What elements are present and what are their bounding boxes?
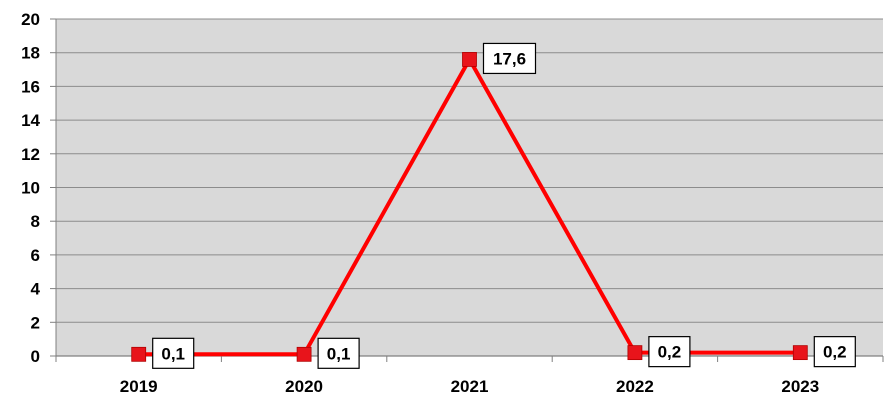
data-label-box: [813, 336, 856, 368]
data-point-marker: [296, 346, 312, 362]
series-markers: [131, 52, 808, 362]
data-label-box: [317, 337, 360, 369]
data-label: 0,1: [152, 337, 195, 369]
y-tick-label: 12: [21, 145, 40, 164]
data-label: 0,2: [648, 336, 691, 368]
y-tick-label: 0: [31, 347, 40, 366]
data-label: 0,1: [317, 337, 360, 369]
y-tick-label: 20: [21, 10, 40, 29]
x-tick-label: 2021: [451, 377, 489, 396]
data-label-box: [152, 337, 195, 369]
data-label: 0,2: [813, 336, 856, 368]
x-axis-ticks: 2019 2020 2021 2022 2023: [55, 356, 884, 396]
data-label-text: 17,6: [493, 49, 526, 68]
data-label-text: 0,1: [161, 344, 185, 363]
data-label-box: [482, 42, 537, 75]
y-tick-label: 18: [21, 44, 40, 63]
y-tick-label: 6: [31, 246, 40, 265]
data-label-box: [648, 336, 691, 368]
data-label-text: 0,2: [658, 343, 682, 362]
y-tick-label: 8: [31, 212, 40, 231]
data-point-marker: [131, 346, 147, 362]
gridlines: [56, 18, 883, 323]
x-tick-label: 2020: [285, 377, 323, 396]
data-point-marker: [792, 345, 808, 361]
y-axis-ticks: 0 2 4 6 8 10 12 14 16 18 20: [21, 10, 883, 366]
y-tick-label: 2: [31, 313, 40, 332]
y-tick-label: 14: [21, 111, 40, 130]
data-label: 17,6: [482, 42, 537, 75]
data-point-marker: [627, 345, 643, 361]
x-tick-label: 2022: [616, 377, 654, 396]
x-tick-label: 2023: [781, 377, 819, 396]
x-tick-label: 2019: [120, 377, 158, 396]
data-label-text: 0,1: [327, 344, 351, 363]
y-tick-label: 4: [31, 280, 41, 299]
data-label-text: 0,2: [823, 343, 847, 362]
y-tick-label: 10: [21, 179, 40, 198]
data-labels: 0,1 0,1 17,6 0,2 0,2: [152, 42, 856, 369]
data-point-marker: [462, 52, 477, 67]
y-tick-label: 16: [21, 77, 40, 96]
